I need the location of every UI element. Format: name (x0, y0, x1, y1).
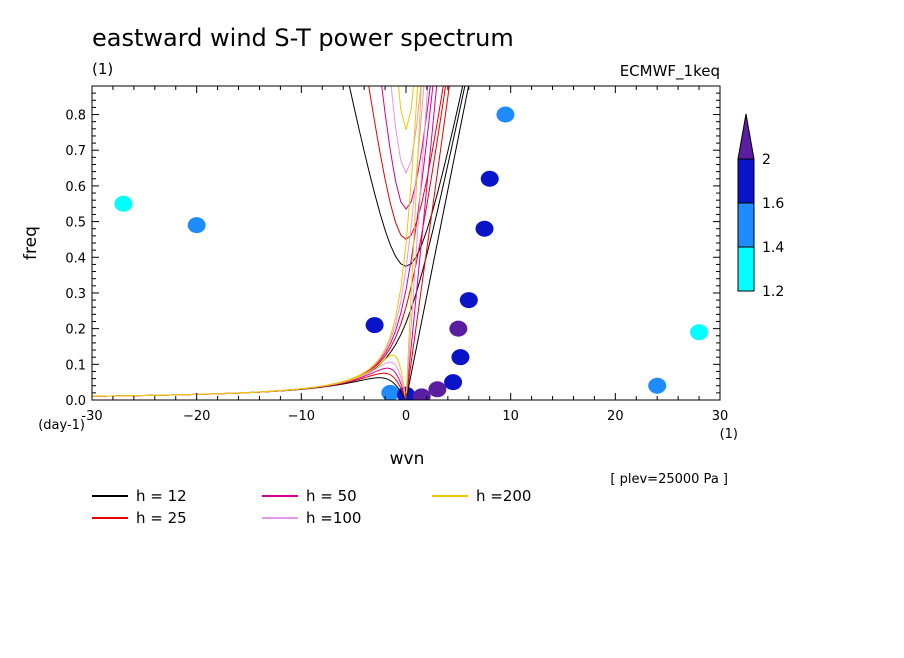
inertio-gravity-wave-curve (398, 86, 414, 131)
colorbar-label: 1.6 (762, 196, 784, 212)
chart-subtitle-right: ECMWF_1keq (620, 62, 720, 81)
kelvin-wave-curve (405, 86, 438, 400)
power-blob (428, 381, 447, 398)
mrg-wave-curve (92, 86, 434, 397)
power-blob (187, 217, 206, 234)
y-unit-label: (day-1) (38, 418, 85, 433)
kelvin-wave-curve (405, 86, 470, 400)
y-tick-label: 0.2 (65, 323, 86, 338)
power-blob (114, 195, 133, 212)
y-tick-label: 0.0 (65, 394, 86, 409)
inertio-gravity-wave-curve (390, 86, 422, 175)
y-tick-label: 0.7 (65, 144, 86, 159)
x-tick-label: 20 (607, 409, 624, 424)
x-tick-label: −10 (288, 409, 315, 424)
x-tick-label: −20 (183, 409, 210, 424)
x-axis-label: wvn (390, 449, 425, 469)
plev-annotation: [ plev=25000 Pa ] (610, 472, 728, 487)
colorbar-label: 2 (762, 152, 771, 168)
mrg-wave-curve (92, 86, 419, 397)
power-field (114, 106, 709, 400)
dispersion-curves (92, 86, 470, 400)
y-axis-label: freq (21, 226, 41, 260)
y-tick-label: 0.4 (65, 251, 86, 266)
power-blob (690, 324, 709, 341)
legend-label: h =200 (476, 487, 531, 505)
y-tick-label: 0.8 (65, 109, 86, 124)
y-tick-label: 0.6 (65, 180, 86, 195)
colorbar-label: 1.4 (762, 240, 784, 256)
x-tick-label: 30 (712, 409, 729, 424)
mrg-wave-curve (92, 86, 425, 397)
legend: h = 12 h = 25 h = 50 h =100 h =200 (92, 487, 531, 527)
power-blob (444, 374, 463, 391)
x-tick-label: 10 (502, 409, 519, 424)
power-blob (365, 317, 384, 334)
legend-label: h = 12 (136, 487, 187, 505)
colorbar-label: 1.2 (762, 284, 784, 300)
mrg-wave-curve (92, 86, 466, 397)
chart-subtitle-left: (1) (92, 60, 113, 78)
chart-title: eastward wind S-T power spectrum (92, 24, 514, 52)
power-blob (648, 377, 667, 394)
x-unit-label: (1) (720, 427, 738, 442)
rossby-wave-curve (92, 377, 407, 400)
power-blob (451, 349, 470, 366)
colorbar-segment (737, 158, 755, 204)
legend-label: h = 50 (306, 487, 357, 505)
colorbar-segment (737, 202, 755, 248)
kelvin-wave-curve (405, 86, 422, 400)
power-blob (475, 220, 494, 237)
power-blob (449, 320, 468, 337)
colorbar: 1.2 1.4 1.6 2 (737, 113, 784, 300)
power-blob (496, 106, 515, 123)
x-tick-label: 0 (402, 409, 410, 424)
y-tick-label: 0.3 (65, 287, 86, 302)
power-blob (459, 292, 478, 309)
x-tick-label: -30 (81, 409, 102, 424)
y-tick-label: 0.5 (65, 216, 86, 231)
legend-label: h = 25 (136, 509, 187, 527)
power-blob (480, 170, 499, 187)
colorbar-extension (737, 113, 755, 160)
inertio-gravity-wave-curve (381, 86, 431, 210)
kelvin-wave-curve (405, 86, 429, 400)
power-blob (412, 388, 431, 400)
kelvin-wave-curve (405, 86, 450, 400)
colorbar-segment (737, 246, 755, 292)
mrg-wave-curve (92, 86, 447, 397)
power-blob (381, 384, 400, 400)
axes: -30 −20 −10 0 10 20 30 0.0 0.1 0.2 0.3 0.4 0.5 0.6 0.7… (65, 86, 728, 424)
legend-label: h =100 (306, 509, 361, 527)
y-tick-label: 0.1 (65, 358, 86, 373)
